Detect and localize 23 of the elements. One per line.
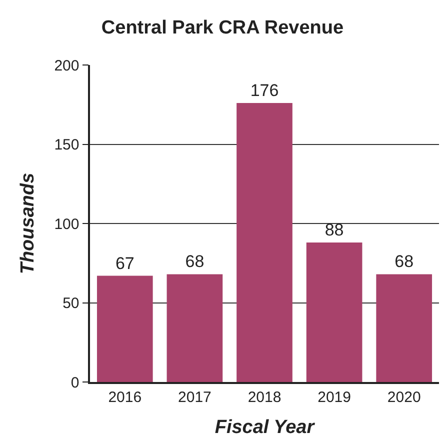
- y-tick-label: 50: [62, 295, 80, 312]
- y-tick-label: 100: [54, 216, 80, 233]
- data-label: 67: [115, 254, 134, 273]
- bar: [236, 103, 292, 382]
- x-tick-label: 2017: [178, 388, 212, 406]
- x-tick-label: 2020: [387, 388, 421, 406]
- data-label: 68: [185, 252, 204, 272]
- bar: [166, 274, 223, 382]
- y-axis-title: Thousands: [18, 172, 39, 274]
- data-label: 88: [324, 220, 344, 240]
- chart-title: Central Park CRA Revenue: [101, 17, 344, 38]
- y-tick-label: 150: [54, 136, 80, 154]
- x-tick-label: 2019: [318, 388, 351, 406]
- y-tick-label: 0: [70, 374, 80, 392]
- x-tick-label: 2016: [108, 388, 142, 406]
- x-axis-title: Fiscal Year: [214, 417, 316, 438]
- y-tick-label: 200: [54, 57, 80, 74]
- data-label: 176: [250, 81, 279, 100]
- bar: [306, 242, 362, 382]
- bar: [96, 276, 153, 382]
- bar: [376, 274, 432, 382]
- data-label: 68: [394, 252, 414, 272]
- x-tick-label: 2018: [248, 388, 282, 406]
